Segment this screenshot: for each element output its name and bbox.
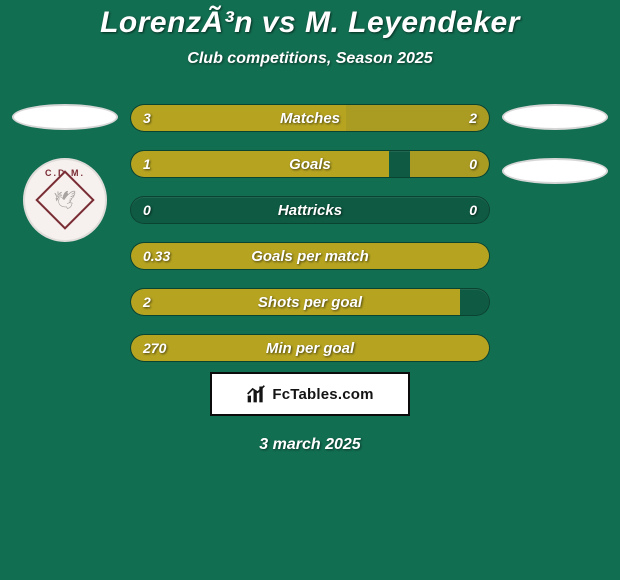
stat-row: 0.33Goals per match (130, 242, 490, 270)
bar-chart-icon (246, 384, 266, 404)
brand-text: FcTables.com (272, 386, 373, 403)
stat-row: 10Goals (130, 150, 490, 178)
page-title: LorenzÃ³n vs M. Leyendeker (100, 6, 520, 40)
stat-label: Goals (131, 151, 489, 177)
comparison-grid: C.D.M. 🕊 32Matches 10Goals 00Hattricks 0.33… (10, 104, 610, 362)
crest-shape: 🕊 (35, 170, 94, 229)
player-avatar-left (12, 104, 118, 130)
stat-row: 32Matches (130, 104, 490, 132)
stat-rows: 32Matches 10Goals 00Hattricks 0.33Goals per… (130, 104, 490, 362)
page-subtitle: Club competitions, Season 2025 (187, 50, 432, 68)
stat-label: Matches (131, 105, 489, 131)
stat-label: Min per goal (131, 335, 489, 361)
dove-icon: 🕊 (54, 189, 77, 210)
stat-label: Shots per goal (131, 289, 489, 315)
brand-badge: FcTables.com (210, 372, 410, 416)
club-crest-right (502, 158, 608, 184)
stat-label: Goals per match (131, 243, 489, 269)
stat-row: 2Shots per goal (130, 288, 490, 316)
stat-label: Hattricks (131, 197, 489, 223)
right-side (500, 104, 610, 184)
player-avatar-right (502, 104, 608, 130)
date-label: 3 march 2025 (259, 436, 360, 454)
left-side: C.D.M. 🕊 (10, 104, 120, 242)
club-crest-left: C.D.M. 🕊 (23, 158, 107, 242)
stat-row: 270Min per goal (130, 334, 490, 362)
stat-row: 00Hattricks (130, 196, 490, 224)
